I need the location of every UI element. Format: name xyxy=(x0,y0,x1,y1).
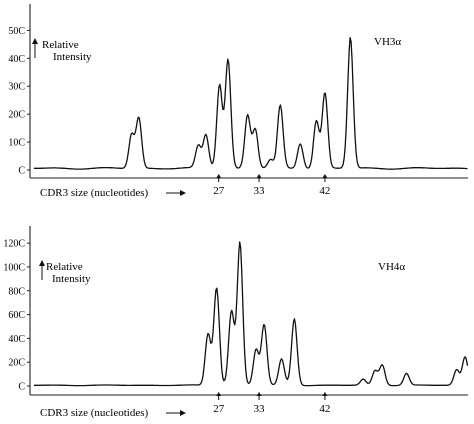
trace-line xyxy=(33,36,468,170)
intensity-label: Intensity xyxy=(52,273,91,285)
x-axis-label: CDR3 size (nucleotides) xyxy=(40,407,148,419)
size-marker-label: 27 xyxy=(213,185,225,197)
trace-line xyxy=(33,241,469,387)
size-marker: 33 xyxy=(254,392,266,415)
y-tick-label: 40C xyxy=(8,334,25,345)
y-tick-label: C xyxy=(18,382,25,393)
relative-label: Relative xyxy=(46,261,83,273)
y-tick-label: 20C xyxy=(8,358,25,369)
size-marker-label: 33 xyxy=(254,185,266,197)
arrow-head xyxy=(216,392,222,396)
y-tick-label: C xyxy=(18,166,25,177)
size-marker-label: 42 xyxy=(319,185,330,197)
size-marker-label: 27 xyxy=(213,403,225,415)
y-tick-label: 10C xyxy=(8,138,25,149)
arrow-head xyxy=(216,174,222,178)
size-marker: 33 xyxy=(254,174,266,197)
size-marker: 27 xyxy=(213,392,225,415)
size-marker: 42 xyxy=(319,174,330,197)
y-tick-label: 30C xyxy=(8,82,25,93)
arrow-head xyxy=(322,392,328,396)
arrow-head xyxy=(322,174,328,178)
size-marker-label: 42 xyxy=(319,403,330,415)
y-tick-label: 40C xyxy=(8,54,25,65)
y-tick-label: 50C xyxy=(8,26,25,37)
right-arrow-icon xyxy=(166,410,186,416)
y-tick-label: 80C xyxy=(8,286,25,297)
intensity-label: Intensity xyxy=(53,51,92,63)
panel-vh3: C 10C 20C 30C 40C 50C Relative Intensity VH3α… xyxy=(8,4,468,199)
y-tick-label: 120C xyxy=(3,239,25,250)
x-axis-label: CDR3 size (nucleotides) xyxy=(40,187,148,199)
arrow-head xyxy=(256,392,262,396)
up-arrow-icon xyxy=(39,260,45,280)
size-marker-label: 33 xyxy=(254,403,266,415)
y-tick-label: 100C xyxy=(3,262,25,273)
arrow-head xyxy=(256,174,262,178)
size-marker: 42 xyxy=(319,392,330,415)
relative-label: Relative xyxy=(42,39,79,51)
panel-vh4: C 20C 40C 60C 80C 100C 120C Relative Intensity… xyxy=(3,226,469,419)
series-tag: VH3α xyxy=(374,36,401,48)
up-arrow-icon xyxy=(32,38,38,58)
y-tick-label: 20C xyxy=(8,110,25,121)
y-tick-label: 60C xyxy=(8,310,25,321)
right-arrow-icon xyxy=(166,190,186,196)
series-tag: VH4α xyxy=(378,261,405,273)
size-marker: 27 xyxy=(213,174,225,197)
